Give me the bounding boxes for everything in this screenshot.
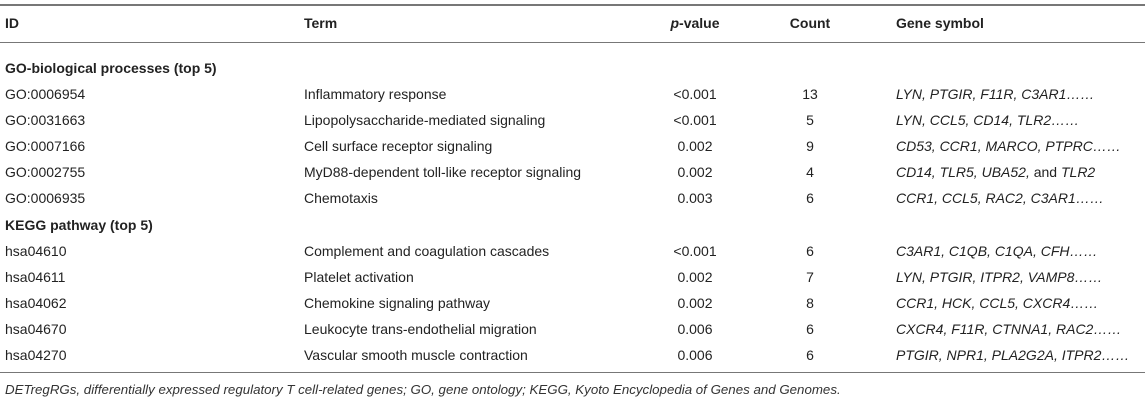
bottom-rule bbox=[0, 372, 1145, 373]
cell-count: 6 bbox=[806, 243, 814, 259]
cell-term: MyD88-dependent toll-like receptor signa… bbox=[304, 164, 582, 180]
cell-id: hsa04670 bbox=[5, 321, 67, 337]
cell-genes: LYN, PTGIR, ITPR2, VAMP8…… bbox=[896, 269, 1103, 285]
table-row: hsa04610 Complement and coagulation casc… bbox=[0, 238, 1145, 264]
top-rule bbox=[0, 4, 1145, 6]
col-header-count: Count bbox=[789, 15, 831, 31]
cell-genes: CCR1, CCL5, RAC2, C3AR1…… bbox=[896, 190, 1104, 206]
col-header-term: Term bbox=[304, 15, 338, 31]
table-header: ID Term p-value Count Gene symbol bbox=[0, 10, 1145, 36]
cell-count: 5 bbox=[806, 112, 814, 128]
genes-conjunction: and bbox=[1029, 164, 1061, 180]
cell-id: GO:0006954 bbox=[5, 86, 86, 102]
cell-term: Inflammatory response bbox=[304, 86, 447, 102]
cell-term: Lipopolysaccharide-mediated signaling bbox=[304, 112, 546, 128]
table-row: hsa04270 Vascular smooth muscle contract… bbox=[0, 342, 1145, 368]
cell-p-value: <0.001 bbox=[673, 86, 717, 102]
cell-count: 6 bbox=[806, 321, 814, 337]
col-header-p-value: p-value bbox=[640, 10, 750, 36]
header-rule bbox=[0, 42, 1145, 43]
cell-count: 6 bbox=[806, 190, 814, 206]
cell-p-value: <0.001 bbox=[673, 112, 717, 128]
cell-term: Chemotaxis bbox=[304, 190, 378, 206]
cell-term: Vascular smooth muscle contraction bbox=[304, 347, 528, 363]
cell-count: 8 bbox=[806, 295, 814, 311]
cell-p-value: 0.002 bbox=[677, 164, 713, 180]
cell-genes: C3AR1, C1QB, C1QA, CFH…… bbox=[896, 243, 1098, 259]
table-row: GO:0007166 Cell surface receptor signali… bbox=[0, 133, 1145, 159]
cell-id: GO:0031663 bbox=[5, 112, 86, 128]
cell-id: GO:0007166 bbox=[5, 138, 86, 154]
section-heading: KEGG pathway (top 5) bbox=[0, 212, 1145, 238]
col-header-gene-symbol: Gene symbol bbox=[896, 15, 984, 31]
p-suffix: -value bbox=[679, 15, 720, 31]
cell-term: Leukocyte trans-endothelial migration bbox=[304, 321, 537, 337]
cell-genes: CXCR4, F11R, CTNNA1, RAC2…… bbox=[896, 321, 1122, 337]
genes-part: CD14, TLR5, UBA52, bbox=[896, 164, 1030, 180]
cell-id: hsa04062 bbox=[5, 295, 67, 311]
cell-p-value: 0.002 bbox=[677, 269, 713, 285]
cell-p-value: 0.002 bbox=[677, 295, 713, 311]
table-row: hsa04670 Leukocyte trans-endothelial mig… bbox=[0, 316, 1145, 342]
table-footnote: DETregRGs, differentially expressed regu… bbox=[5, 382, 841, 397]
section-title: GO-biological processes (top 5) bbox=[5, 60, 217, 76]
table-row: hsa04062 Chemokine signaling pathway 0.0… bbox=[0, 290, 1145, 316]
genes-part: TLR2 bbox=[1060, 164, 1096, 180]
cell-id: hsa04270 bbox=[5, 347, 67, 363]
cell-p-value: <0.001 bbox=[673, 243, 717, 259]
table-row: GO:0002755 MyD88-dependent toll-like rec… bbox=[0, 159, 1145, 185]
cell-id: hsa04610 bbox=[5, 243, 67, 259]
col-header-id: ID bbox=[5, 15, 19, 31]
cell-p-value: 0.006 bbox=[677, 347, 713, 363]
cell-id: hsa04611 bbox=[5, 269, 66, 285]
cell-genes: PTGIR, NPR1, PLA2G2A, ITPR2…… bbox=[896, 347, 1130, 363]
table-row: GO:0031663 Lipopolysaccharide-mediated s… bbox=[0, 107, 1145, 133]
cell-genes: CD14, TLR5, UBA52, and TLR2 bbox=[896, 159, 1095, 185]
cell-genes: CCR1, HCK, CCL5, CXCR4…… bbox=[896, 295, 1099, 311]
cell-count: 13 bbox=[802, 86, 818, 102]
cell-term: Platelet activation bbox=[304, 269, 414, 285]
table-row: hsa04611 Platelet activation 0.002 7 LYN… bbox=[0, 264, 1145, 290]
cell-genes: LYN, CCL5, CD14, TLR2…… bbox=[896, 112, 1080, 128]
cell-genes: LYN, PTGIR, F11R, C3AR1…… bbox=[896, 86, 1095, 102]
cell-count: 9 bbox=[806, 138, 814, 154]
cell-count: 7 bbox=[806, 269, 814, 285]
cell-term: Complement and coagulation cascades bbox=[304, 243, 550, 259]
cell-p-value: 0.006 bbox=[677, 321, 713, 337]
section-title: KEGG pathway (top 5) bbox=[5, 217, 153, 233]
cell-p-value: 0.002 bbox=[677, 138, 713, 154]
table-row: GO:0006935 Chemotaxis 0.003 6 CCR1, CCL5… bbox=[0, 185, 1145, 211]
section-heading: GO-biological processes (top 5) bbox=[0, 55, 1145, 81]
table-row: GO:0006954 Inflammatory response <0.001 … bbox=[0, 81, 1145, 107]
cell-id: GO:0006935 bbox=[5, 190, 86, 206]
cell-count: 4 bbox=[806, 164, 814, 180]
cell-genes: CD53, CCR1, MARCO, PTPRC…… bbox=[896, 138, 1121, 154]
cell-count: 6 bbox=[806, 347, 814, 363]
cell-id: GO:0002755 bbox=[5, 164, 86, 180]
cell-p-value: 0.003 bbox=[677, 190, 713, 206]
cell-term: Cell surface receptor signaling bbox=[304, 138, 493, 154]
cell-term: Chemokine signaling pathway bbox=[304, 295, 490, 311]
p-italic: p bbox=[670, 15, 680, 31]
